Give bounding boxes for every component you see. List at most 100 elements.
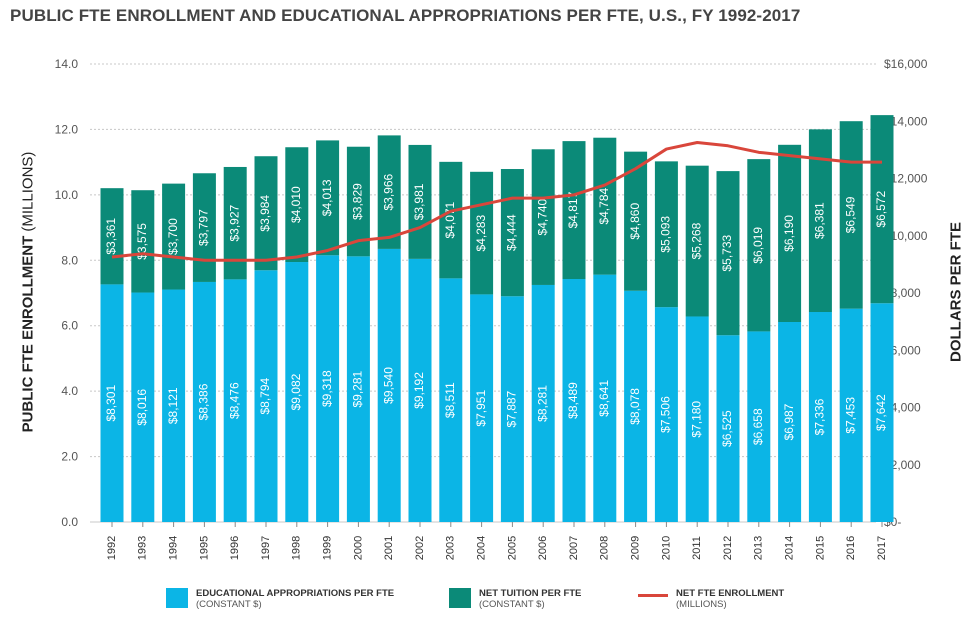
x-tick-label: 2010: [660, 536, 672, 560]
bar-appropriations: [747, 331, 771, 522]
legend-text-tuition: NET TUITION PER FTE (CONSTANT $): [479, 588, 581, 610]
left-tick-label: 4.0: [61, 384, 78, 398]
bar-appropriations: [131, 292, 155, 522]
bar-appropriations: [624, 290, 648, 522]
data-label-appropriations: $7,180: [689, 401, 703, 438]
data-label-tuition: $5,733: [720, 234, 734, 271]
x-tick-label: 1998: [291, 536, 303, 560]
bar-appropriations: [408, 258, 432, 522]
x-tick-label: 2017: [876, 536, 888, 560]
bar-tuition: [162, 183, 186, 290]
legend-item-tuition: NET TUITION PER FTE (CONSTANT $): [449, 588, 581, 610]
left-tick-label: 10.0: [55, 188, 79, 202]
data-label-appropriations: $7,951: [474, 390, 488, 427]
x-tick-label: 2013: [753, 536, 765, 560]
bar-tuition: [839, 121, 863, 309]
data-label-tuition: $3,700: [166, 218, 180, 255]
data-label-appropriations: $9,192: [412, 372, 426, 409]
legend-sublabel-appropriations: (CONSTANT $): [196, 599, 262, 610]
data-label-appropriations: $9,540: [381, 367, 395, 404]
x-tick-label: 2001: [383, 536, 395, 560]
bar-appropriations: [531, 284, 555, 522]
bar-tuition: [100, 188, 124, 285]
data-label-tuition: $4,817: [566, 191, 580, 228]
data-label-appropriations: $7,506: [659, 396, 673, 433]
bar-appropriations: [346, 256, 370, 522]
data-label-tuition: $3,829: [351, 183, 365, 220]
x-tick-label: 2002: [414, 536, 426, 560]
x-tick-label: 1996: [229, 536, 241, 560]
data-label-appropriations: $9,318: [320, 370, 334, 407]
data-label-tuition: $3,575: [135, 223, 149, 260]
data-label-appropriations: $7,887: [505, 390, 519, 427]
x-tick-label: 1995: [198, 536, 210, 560]
bar-tuition: [685, 165, 709, 317]
data-label-appropriations: $8,016: [135, 389, 149, 426]
bar-tuition: [747, 159, 771, 332]
data-label-tuition: $4,010: [289, 186, 303, 223]
bar-tuition: [316, 140, 340, 256]
data-label-tuition: $4,444: [505, 214, 519, 251]
x-tick-label: 2004: [476, 536, 488, 560]
data-label-tuition: $4,283: [474, 214, 488, 251]
data-label-appropriations: $8,301: [104, 385, 118, 422]
legend-item-enrollment: NET FTE ENROLLMENT (MILLIONS): [638, 588, 784, 610]
data-label-tuition: $4,071: [443, 201, 457, 238]
bar-appropriations: [162, 289, 186, 522]
data-label-appropriations: $8,511: [443, 382, 457, 418]
bar-tuition: [131, 190, 155, 293]
data-label-appropriations: $9,281: [351, 370, 365, 407]
x-tick-label: 1994: [168, 536, 180, 560]
bar-tuition: [346, 146, 370, 257]
data-label-appropriations: $8,281: [535, 385, 549, 422]
x-tick-label: 2007: [568, 536, 580, 560]
bar-appropriations: [285, 262, 309, 522]
bar-tuition: [254, 156, 278, 271]
bar-appropriations: [562, 279, 586, 522]
data-label-appropriations: $6,525: [720, 410, 734, 447]
bar-tuition: [654, 161, 678, 308]
bar-appropriations: [192, 281, 216, 522]
x-tick-label: 2003: [445, 536, 457, 560]
right-tick-label: $12,000: [884, 172, 928, 186]
legend-sublabel-tuition: (CONSTANT $): [479, 599, 545, 610]
chart-title: PUBLIC FTE ENROLLMENT AND EDUCATIONAL AP…: [10, 6, 801, 25]
x-tick-label: 2015: [814, 536, 826, 560]
data-label-appropriations: $8,641: [597, 380, 611, 417]
legend-label-appropriations: EDUCATIONAL APPROPRIATIONS PER FTE: [196, 588, 395, 599]
legend-swatch-enrollment: [638, 594, 668, 597]
left-tick-label: 12.0: [55, 122, 79, 136]
bar-tuition: [808, 129, 832, 313]
x-tick-label: 2012: [722, 536, 734, 560]
data-label-tuition: $4,860: [628, 203, 642, 240]
data-label-tuition: $6,019: [751, 227, 765, 264]
left-tick-label: 0.0: [61, 515, 78, 529]
data-label-tuition: $4,784: [597, 188, 611, 225]
x-tick-label: 1999: [322, 536, 334, 560]
data-label-tuition: $3,981: [412, 183, 426, 220]
bar-appropriations: [470, 294, 494, 522]
data-label-tuition: $5,093: [659, 216, 673, 253]
data-label-appropriations: $9,082: [289, 373, 303, 410]
x-tick-label: 1997: [260, 536, 272, 560]
data-label-tuition: $6,572: [874, 191, 888, 228]
data-label-tuition: $6,190: [782, 215, 796, 252]
x-tick-label: 2006: [537, 536, 549, 560]
left-tick-label: 6.0: [61, 319, 78, 333]
left-tick-label: 8.0: [61, 253, 78, 267]
bar-appropriations: [716, 335, 740, 522]
data-label-tuition: $3,361: [104, 218, 118, 255]
x-tick-label: 1993: [137, 536, 149, 560]
data-label-tuition: $6,549: [843, 196, 857, 233]
bar-appropriations: [254, 270, 278, 522]
bar-tuition: [531, 149, 555, 285]
data-label-appropriations: $8,794: [258, 377, 272, 414]
data-label-appropriations: $7,642: [874, 394, 888, 431]
data-label-tuition: $6,381: [813, 202, 827, 239]
bar-appropriations: [316, 255, 340, 522]
bar-tuition: [778, 144, 802, 322]
data-label-tuition: $3,927: [227, 204, 241, 241]
x-tick-label: 2008: [599, 536, 611, 560]
legend-label-enrollment: NET FTE ENROLLMENT: [676, 588, 785, 599]
bar-tuition: [285, 147, 309, 263]
